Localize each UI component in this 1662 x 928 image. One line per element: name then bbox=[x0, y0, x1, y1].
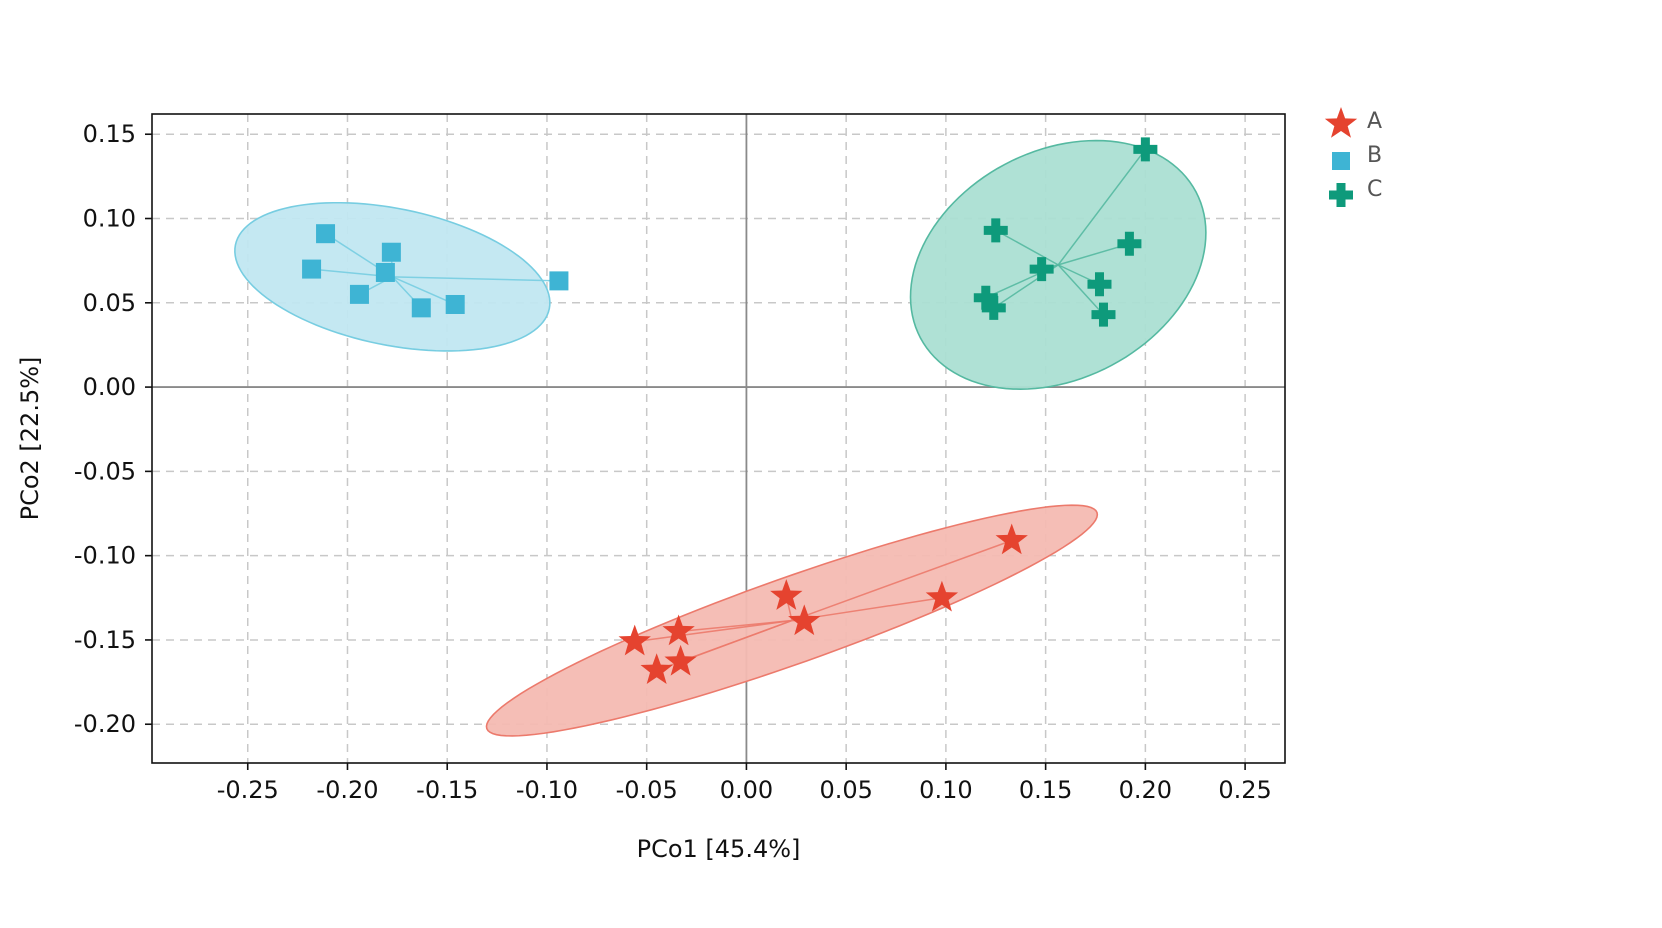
point-group-c bbox=[1029, 257, 1054, 282]
x-tick-label: -0.20 bbox=[316, 776, 378, 804]
x-tick-label: -0.05 bbox=[616, 776, 678, 804]
x-axis-title: PCo1 [45.4%] bbox=[637, 835, 801, 863]
spoke-group-c bbox=[995, 229, 1059, 266]
x-tick-label: 0.05 bbox=[819, 776, 872, 804]
point-group-a bbox=[618, 624, 651, 656]
y-axis-ticks: 0.15 0.10 0.05 0.00 -0.05 -0.10 -0.15 -0.20 bbox=[74, 120, 152, 738]
legend-label-a: A bbox=[1367, 109, 1382, 134]
point-group-a bbox=[995, 523, 1028, 555]
point-group-a bbox=[640, 653, 673, 685]
point-group-b bbox=[316, 224, 336, 244]
x-tick-label: 0.10 bbox=[919, 776, 972, 804]
point-group-b bbox=[381, 242, 401, 262]
point-group-a bbox=[662, 614, 695, 646]
y-tick-label: -0.10 bbox=[74, 542, 136, 570]
point-group-c bbox=[981, 295, 1006, 320]
point-group-b bbox=[445, 294, 465, 314]
spoke-group-a bbox=[678, 619, 792, 633]
point-group-c bbox=[1133, 137, 1158, 162]
legend-label-c: C bbox=[1367, 177, 1382, 202]
point-group-a bbox=[788, 604, 821, 636]
y-axis-title: PCo2 [22.5%] bbox=[16, 357, 44, 521]
point-group-b bbox=[349, 284, 369, 304]
legend-marker-a bbox=[1324, 107, 1358, 138]
point-group-c bbox=[1117, 231, 1142, 256]
y-tick-label: -0.15 bbox=[74, 626, 136, 654]
x-tick-label: -0.25 bbox=[217, 776, 279, 804]
y-tick-label: 0.05 bbox=[83, 289, 136, 317]
point-group-c bbox=[1091, 302, 1116, 327]
plot-frame bbox=[151, 113, 1286, 764]
spoke-group-c bbox=[1057, 148, 1146, 266]
x-tick-label: 0.25 bbox=[1218, 776, 1271, 804]
spoke-group-a bbox=[680, 619, 793, 663]
x-tick-label: 0.20 bbox=[1119, 776, 1172, 804]
legend-label-b: B bbox=[1367, 143, 1382, 168]
legend-marker-c bbox=[1329, 183, 1353, 207]
spoke-group-c bbox=[1057, 264, 1105, 316]
y-tick-label: 0.10 bbox=[83, 205, 136, 233]
x-axis-ticks: -0.25 -0.20 -0.15 -0.10 -0.05 0.00 0.05 0.10 0.1… bbox=[217, 763, 1272, 804]
y-tick-label: 0.00 bbox=[83, 373, 136, 401]
point-group-a bbox=[925, 580, 959, 612]
point-group-a bbox=[664, 644, 697, 676]
spoke-group-b bbox=[392, 276, 559, 282]
x-tick-label: -0.10 bbox=[516, 776, 578, 804]
data-points bbox=[302, 137, 1158, 685]
spoke-group-b bbox=[392, 276, 456, 306]
legend-marker-b bbox=[1332, 152, 1350, 170]
y-tick-label: -0.05 bbox=[74, 457, 136, 485]
x-tick-label: 0.15 bbox=[1019, 776, 1072, 804]
point-group-b bbox=[375, 262, 395, 282]
x-tick-label: -0.15 bbox=[416, 776, 478, 804]
point-group-b bbox=[302, 259, 322, 279]
spoke-group-a bbox=[791, 539, 1012, 622]
x-tick-label: 0.00 bbox=[720, 776, 773, 804]
y-tick-label: 0.15 bbox=[83, 120, 136, 148]
point-group-c bbox=[1087, 272, 1112, 297]
point-group-b bbox=[549, 271, 569, 291]
point-group-a bbox=[770, 579, 803, 610]
y-tick-label: -0.20 bbox=[74, 710, 136, 738]
spoke-group-a bbox=[634, 619, 793, 643]
legend: ABC bbox=[1324, 107, 1382, 207]
point-group-b bbox=[411, 298, 431, 318]
point-group-c bbox=[973, 285, 998, 310]
point-group-c bbox=[983, 218, 1008, 243]
